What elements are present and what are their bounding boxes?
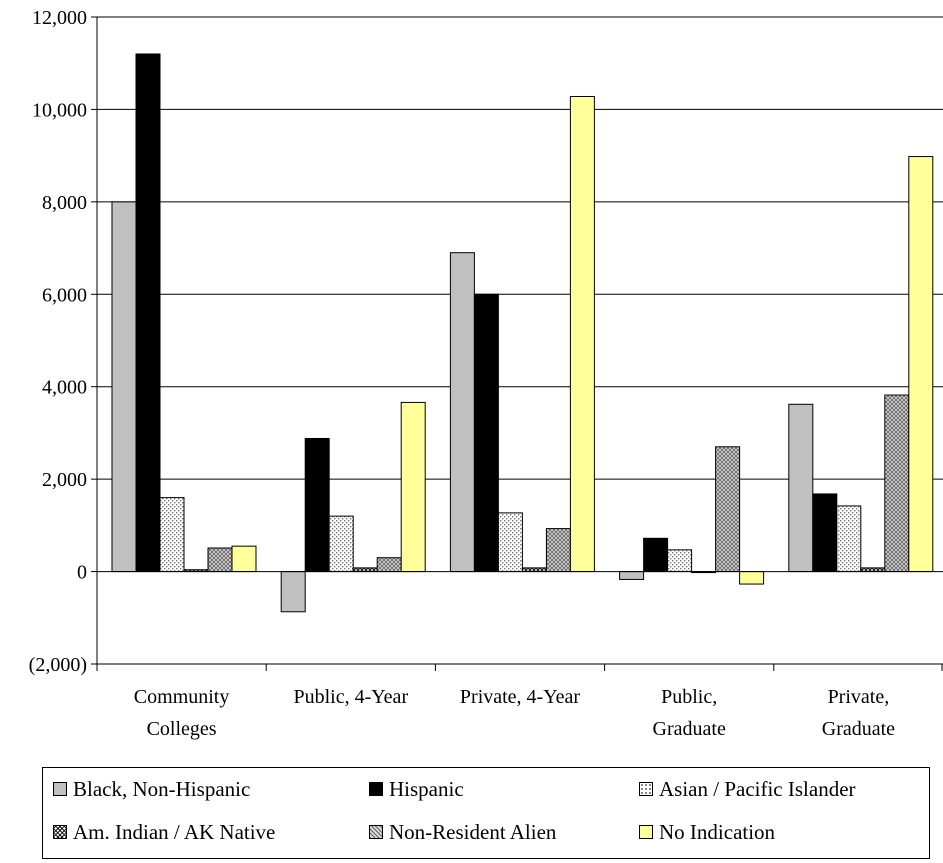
- bar: [667, 549, 693, 573]
- x-tick-label: Graduate: [822, 718, 895, 740]
- bar-chart: (2,000) 0 2,000 4,000 6,000 8,000 10,000 12,000…: [29, 7, 943, 740]
- bar: [643, 537, 669, 573]
- axes: [91, 16, 943, 671]
- legend-item: Hispanic: [369, 774, 464, 804]
- bar: [836, 505, 862, 573]
- legend-label: Non-Resident Alien: [389, 819, 557, 844]
- y-tick-label: 12,000: [32, 7, 87, 29]
- bar: [812, 493, 838, 573]
- bar: [473, 293, 499, 573]
- legend: Black, Non-Hispanic Hispanic Asian / Pacif…: [42, 767, 930, 859]
- y-tick-label: 2,000: [42, 469, 87, 491]
- y-tick-label: 0: [77, 562, 87, 584]
- bar: [739, 571, 765, 585]
- legend-label: Black, Non-Hispanic: [73, 776, 251, 801]
- bar: [304, 437, 330, 573]
- gridlines: [97, 16, 943, 665]
- bar: [135, 53, 161, 573]
- x-tick-label: Community: [134, 686, 230, 708]
- bar: [788, 403, 814, 573]
- x-tick-label: Colleges: [147, 718, 217, 740]
- bar: [207, 547, 233, 573]
- bar: [619, 571, 645, 580]
- bar: [328, 515, 354, 573]
- legend-item: Non-Resident Alien: [369, 817, 556, 847]
- bar: [569, 95, 595, 573]
- bar: [376, 557, 402, 573]
- legend-label: Asian / Pacific Islander: [659, 776, 856, 801]
- legend-label: Am. Indian / AK Native: [73, 819, 276, 844]
- bar: [159, 497, 185, 573]
- y-tick-label: 8,000: [42, 192, 87, 214]
- bars: [111, 53, 934, 613]
- x-tick-label: Private,: [828, 686, 890, 708]
- legend-item: Am. Indian / AK Native: [53, 817, 275, 847]
- legend-item: No Indication: [639, 817, 775, 847]
- bar: [521, 567, 547, 573]
- bar: [111, 201, 137, 573]
- y-tick-label: 10,000: [32, 99, 87, 121]
- legend-swatch: [639, 782, 653, 796]
- legend-label: No Indication: [659, 819, 776, 844]
- legend-item: Asian / Pacific Islander: [639, 774, 856, 804]
- legend-swatch: [53, 782, 67, 796]
- x-tick-label: Graduate: [653, 718, 726, 740]
- bar: [231, 545, 257, 573]
- x-tick-label: Public,: [661, 686, 717, 708]
- y-tick-label: 6,000: [42, 284, 87, 306]
- legend-swatch: [369, 782, 383, 796]
- legend-swatch: [53, 825, 67, 839]
- bar: [352, 567, 378, 573]
- bar: [280, 571, 306, 613]
- legend-label: Hispanic: [389, 776, 464, 801]
- bar: [545, 528, 571, 573]
- x-tick-label: Private, 4-Year: [460, 686, 581, 708]
- axis-labels: (2,000) 0 2,000 4,000 6,000 8,000 10,000 12,000…: [29, 7, 895, 740]
- bar: [449, 252, 475, 573]
- bar: [497, 512, 523, 573]
- legend-swatch: [639, 825, 653, 839]
- bar: [884, 394, 910, 573]
- legend-swatch: [369, 825, 383, 839]
- y-tick-label: (2,000): [29, 654, 87, 676]
- bar: [400, 401, 426, 573]
- y-tick-label: 4,000: [42, 377, 87, 399]
- x-tick-label: Public, 4-Year: [293, 686, 408, 708]
- legend-item: Black, Non-Hispanic: [53, 774, 250, 804]
- bar: [860, 567, 886, 573]
- bar: [715, 446, 741, 573]
- bar: [908, 156, 934, 573]
